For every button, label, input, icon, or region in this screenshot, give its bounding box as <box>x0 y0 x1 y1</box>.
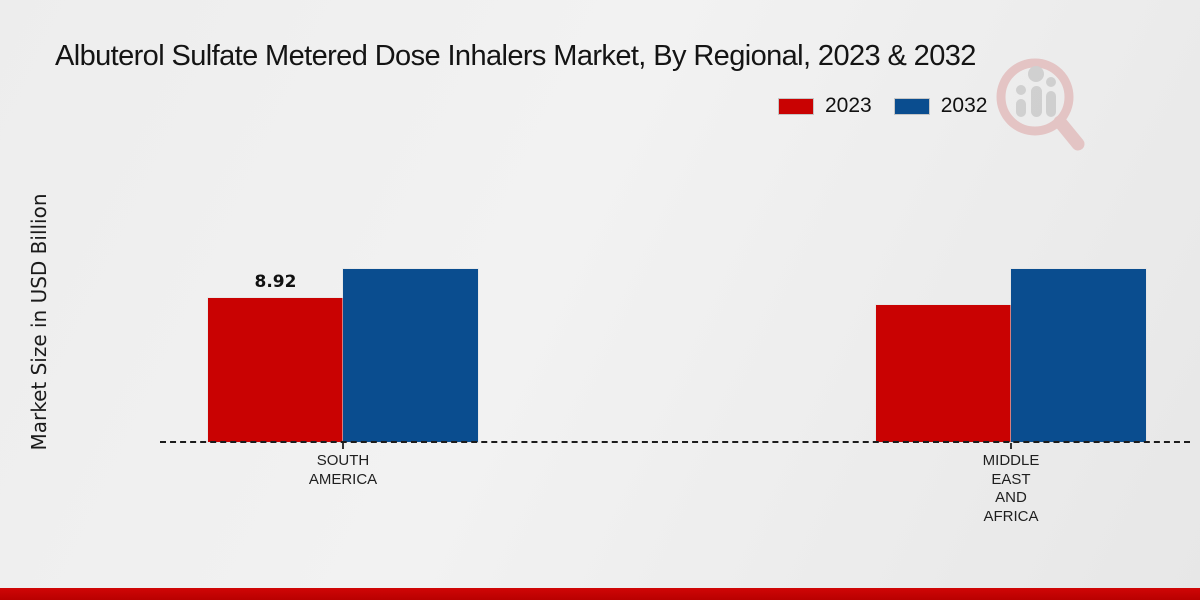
bar-2032-group1 <box>1011 269 1146 442</box>
axis-tick <box>342 443 344 449</box>
bar-2023-group0 <box>208 298 343 442</box>
legend-swatch-2023 <box>778 97 814 115</box>
axis-tick <box>1010 443 1012 449</box>
watermark <box>990 52 1090 157</box>
legend-label-2023: 2023 <box>825 94 872 117</box>
chart-title: Albuterol Sulfate Metered Dose Inhalers … <box>55 40 976 72</box>
bar-2032-group0 <box>343 269 478 442</box>
bar-2023-group1 <box>876 305 1011 442</box>
legend-item-2023: 2023 <box>778 94 872 118</box>
legend: 2023 2032 <box>778 94 987 118</box>
x-axis-baseline <box>160 441 1190 443</box>
magnifier-bar-chart-logo-icon <box>996 58 1085 151</box>
footer-accent-strip <box>0 588 1200 600</box>
category-label: MIDDLE EAST AND AFRICA <box>982 452 1040 525</box>
legend-label-2032: 2032 <box>940 94 988 117</box>
bar-value-label: 8.92 <box>254 272 297 292</box>
legend-item-2032: 2032 <box>893 94 988 118</box>
legend-swatch-2032 <box>893 97 930 115</box>
category-label: SOUTH AMERICA <box>308 452 378 488</box>
